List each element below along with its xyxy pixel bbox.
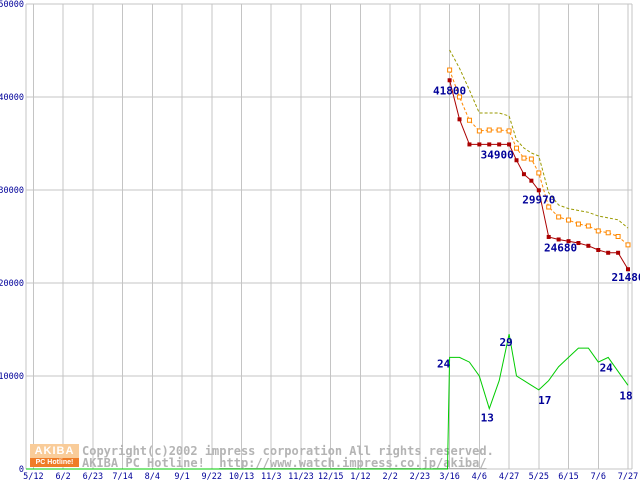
value-annotation: 17	[538, 394, 551, 407]
x-tick-label: 6/23	[83, 472, 103, 480]
data-point-marker	[536, 188, 541, 193]
value-annotation: 34900	[481, 148, 514, 161]
y-tick-label: 10000	[0, 372, 24, 382]
x-tick-label: 7/27	[618, 472, 638, 480]
data-point-marker	[625, 242, 631, 248]
logo-pc-hotline-text: PC Hotline!	[30, 458, 79, 467]
x-tick-label: 4/27	[499, 472, 519, 480]
copyright-line-1: Copyright(c)2002 impress corporation All…	[82, 445, 494, 457]
y-tick-label: 50000	[0, 0, 24, 10]
data-point-marker	[514, 145, 520, 151]
data-point-marker	[606, 250, 611, 255]
akiba-url-link[interactable]: http://www.watch.impress.co.jp/akiba/	[219, 456, 487, 470]
data-point-marker	[457, 94, 463, 100]
data-point-marker	[477, 142, 482, 147]
akiba-pc-hotline-logo[interactable]: AKIBA PC Hotline!	[30, 444, 79, 467]
data-point-marker	[467, 142, 472, 147]
data-point-marker	[447, 78, 452, 83]
data-point-marker	[521, 172, 526, 177]
value-annotation: 24680	[544, 242, 577, 255]
data-point-marker	[616, 250, 621, 255]
copyright-line-2: AKIBA PC Hotline! http://www.watch.impre…	[82, 457, 487, 469]
x-tick-label: 10/13	[229, 472, 255, 480]
x-tick-label: 4/6	[472, 472, 487, 480]
data-point-marker	[514, 158, 519, 163]
value-annotation: 13	[481, 412, 494, 425]
x-tick-label: 6/15	[558, 472, 578, 480]
data-point-marker	[566, 217, 572, 223]
data-point-marker	[566, 239, 571, 244]
data-point-marker	[556, 214, 562, 220]
data-point-marker	[496, 127, 502, 133]
x-tick-label: 5/12	[23, 472, 43, 480]
site-name-text: AKIBA PC Hotline!	[82, 456, 220, 470]
data-point-marker	[506, 128, 512, 134]
logo-akiba-text: AKIBA	[30, 444, 79, 458]
y-tick-label: 20000	[0, 279, 24, 289]
highest-price-series	[449, 49, 629, 229]
copyright-text: Copyright(c)2002 impress corporation All…	[82, 444, 494, 458]
data-point-marker	[507, 142, 512, 147]
data-point-marker	[536, 170, 542, 176]
x-tick-label: 2/23	[410, 472, 430, 480]
data-point-marker	[576, 241, 581, 246]
x-tick-label: 6/2	[55, 472, 70, 480]
y-tick-label: 40000	[0, 93, 24, 103]
data-point-marker	[595, 228, 601, 234]
data-point-marker	[586, 243, 591, 248]
value-annotation: 29	[499, 336, 512, 349]
data-point-marker	[626, 267, 630, 272]
data-annotations: 41800 34900 29970 24680 21480 24 13 29 17 24 18	[433, 84, 640, 424]
gridlines	[25, 3, 633, 470]
data-point-marker	[521, 155, 527, 161]
data-point-marker	[487, 142, 492, 147]
lowest-price-series	[447, 78, 630, 272]
x-tick-label: 1/12	[350, 472, 370, 480]
x-tick-label: 8/4	[145, 472, 160, 480]
data-point-marker	[605, 230, 611, 236]
data-point-marker	[556, 237, 561, 242]
x-tick-label: 9/1	[174, 472, 189, 480]
data-point-marker	[546, 234, 551, 239]
data-point-marker	[546, 204, 552, 210]
data-point-marker	[528, 156, 534, 162]
data-point-marker	[615, 234, 621, 239]
data-point-marker	[497, 142, 502, 147]
data-point-marker	[585, 223, 591, 229]
y-tick-label: 30000	[0, 186, 24, 196]
value-annotation: 41800	[433, 84, 466, 97]
x-tick-label: 7/14	[112, 472, 132, 480]
x-tick-label: 5/25	[529, 472, 549, 480]
data-point-marker	[596, 247, 601, 252]
x-tick-label: 12/15	[318, 472, 344, 480]
x-tick-label: 11/3	[261, 472, 281, 480]
data-point-marker	[466, 117, 472, 123]
x-tick-label: 7/6	[591, 472, 606, 480]
data-point-marker	[575, 221, 581, 227]
data-point-marker	[529, 178, 534, 183]
x-tick-label: 2/2	[382, 472, 397, 480]
data-point-marker	[447, 67, 453, 73]
average-price-series	[447, 67, 631, 248]
value-annotation: 18	[619, 389, 632, 402]
value-annotation: 24	[600, 361, 614, 374]
value-annotation: 21480	[611, 271, 640, 284]
data-point-marker	[476, 128, 482, 134]
value-annotation: 29970	[522, 193, 555, 206]
x-tick-label: 3/16	[439, 472, 459, 480]
y-tick-label: 0	[19, 465, 24, 475]
data-point-marker	[486, 127, 492, 133]
data-point-marker	[457, 117, 462, 122]
x-tick-label: 9/22	[202, 472, 222, 480]
value-annotation: 24	[437, 357, 451, 370]
shop-count-series	[26, 333, 629, 470]
x-tick-label: 11/23	[288, 472, 314, 480]
